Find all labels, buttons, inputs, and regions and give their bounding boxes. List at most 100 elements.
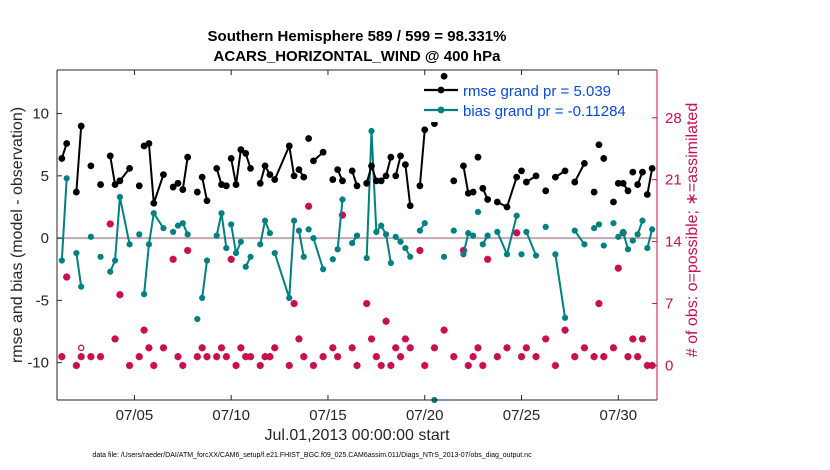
series-line-segment <box>297 230 305 257</box>
series-data-point <box>469 188 477 196</box>
series-line-segment <box>525 231 537 256</box>
series-data-point <box>624 187 632 195</box>
series-data-point <box>261 162 269 170</box>
obs-assimilated-marker <box>571 353 579 361</box>
obs-assimilated-marker <box>106 220 114 228</box>
x-axis-ticks: 07/05 07/10 07/15 07/20 07/25 07/30 <box>116 70 637 424</box>
series-data-point <box>300 253 307 260</box>
series-data-point <box>222 182 230 190</box>
series-data-point <box>179 220 186 227</box>
series-data-point <box>634 181 642 188</box>
obs-assimilated-marker <box>367 335 376 343</box>
obs-assimilated-marker <box>377 361 385 370</box>
series-data-point <box>348 167 356 175</box>
series-data-point <box>232 181 240 188</box>
series-data-point <box>542 187 550 195</box>
obs-assimilated-marker <box>440 326 448 334</box>
obs-assimilated-marker <box>406 344 414 352</box>
series-data-point <box>72 188 80 196</box>
obs-assimilated-marker <box>600 353 608 361</box>
legend-box <box>419 80 645 122</box>
series-data-point <box>160 171 167 179</box>
series-data-point <box>334 166 342 174</box>
obs-assimilated-marker <box>513 229 521 237</box>
data-file-footnote: data file: /Users/raeder/DAI/ATM_forcXX/… <box>92 452 532 459</box>
x-tick-label: 07/10 <box>212 407 250 424</box>
series-data-point <box>522 178 530 186</box>
obs-assimilated-marker <box>319 353 327 361</box>
obs-assimilated-marker <box>643 361 651 370</box>
series-data-point <box>126 241 133 248</box>
obs-assimilated-marker <box>111 335 119 343</box>
obs-assimilated-marker <box>145 344 153 352</box>
obs-assimilated-marker <box>372 353 380 361</box>
series-data-point <box>78 283 85 290</box>
obs-assimilated-marker <box>174 353 182 361</box>
series-data-point <box>416 227 424 234</box>
series-data-point <box>97 181 104 188</box>
obs-assimilated-marker <box>63 273 71 281</box>
x-tick-label: 07/05 <box>116 407 154 424</box>
series-data-point <box>319 148 327 156</box>
series-data-point <box>624 246 632 253</box>
series-line-segment <box>201 260 208 299</box>
series-data-point <box>552 251 559 258</box>
obs-assimilated-marker <box>135 353 143 361</box>
obs-assimilated-marker <box>217 344 226 352</box>
series-data-point <box>150 210 157 217</box>
obs-assimilated-marker <box>169 255 177 263</box>
series-line-segment <box>75 252 83 287</box>
series-data-point <box>614 179 622 187</box>
y-tick-label: -5 <box>36 292 49 309</box>
series-data-point <box>639 168 646 176</box>
obs-assimilated-marker <box>334 353 342 361</box>
series-data-point <box>590 225 598 232</box>
series-data-point <box>136 231 143 238</box>
series-line-segment <box>404 164 412 206</box>
series-line-segment <box>143 210 165 295</box>
obs-assimilated-marker <box>634 353 642 361</box>
series-data-point <box>493 198 501 206</box>
series-line-segment <box>312 237 325 270</box>
obs-assimilated-marker <box>246 353 255 361</box>
series-data-point <box>382 231 390 238</box>
series-data-point <box>503 251 511 258</box>
series-line-segment <box>646 229 654 249</box>
series-data-point <box>373 228 380 235</box>
series-data-point <box>518 251 525 258</box>
series-data-point <box>523 228 530 235</box>
series-data-point <box>503 203 511 211</box>
obs-assimilated-marker <box>184 246 192 255</box>
series-data-point <box>203 197 211 205</box>
obs-assimilated-marker <box>624 353 632 361</box>
series-line-segment <box>646 168 654 195</box>
series-line-segment <box>365 130 392 264</box>
series-data-point <box>116 193 124 201</box>
series-data-point <box>397 152 404 160</box>
obs-assimilated-marker <box>87 353 95 361</box>
series-data-point <box>407 253 414 260</box>
y-tick-label: 0 <box>41 230 49 247</box>
series-data-point <box>58 257 65 264</box>
obs-assimilated-marker <box>522 344 530 352</box>
series-data-point <box>532 252 540 259</box>
series-line-segment <box>109 196 131 273</box>
series-data-point <box>286 294 293 301</box>
series-data-point <box>334 246 341 253</box>
series-data-point <box>305 226 312 233</box>
series-line-segment <box>418 129 426 186</box>
series-data-point <box>440 72 448 80</box>
series-data-point <box>639 217 646 224</box>
series-data-point <box>600 155 608 162</box>
obs-assimilated-marker <box>242 353 250 361</box>
legend: rmse grand pr = 5.039 bias grand pr = -0… <box>419 80 645 122</box>
series-data-point <box>58 155 66 162</box>
series-data-point <box>406 202 414 210</box>
series-data-point <box>363 179 371 187</box>
series-data-point <box>63 175 70 182</box>
series-line-segment <box>573 162 586 183</box>
obs-assimilated-marker <box>363 299 371 308</box>
y-tick-label: 5 <box>41 168 49 185</box>
series-data-point <box>590 188 598 196</box>
series-data-point <box>460 162 467 170</box>
